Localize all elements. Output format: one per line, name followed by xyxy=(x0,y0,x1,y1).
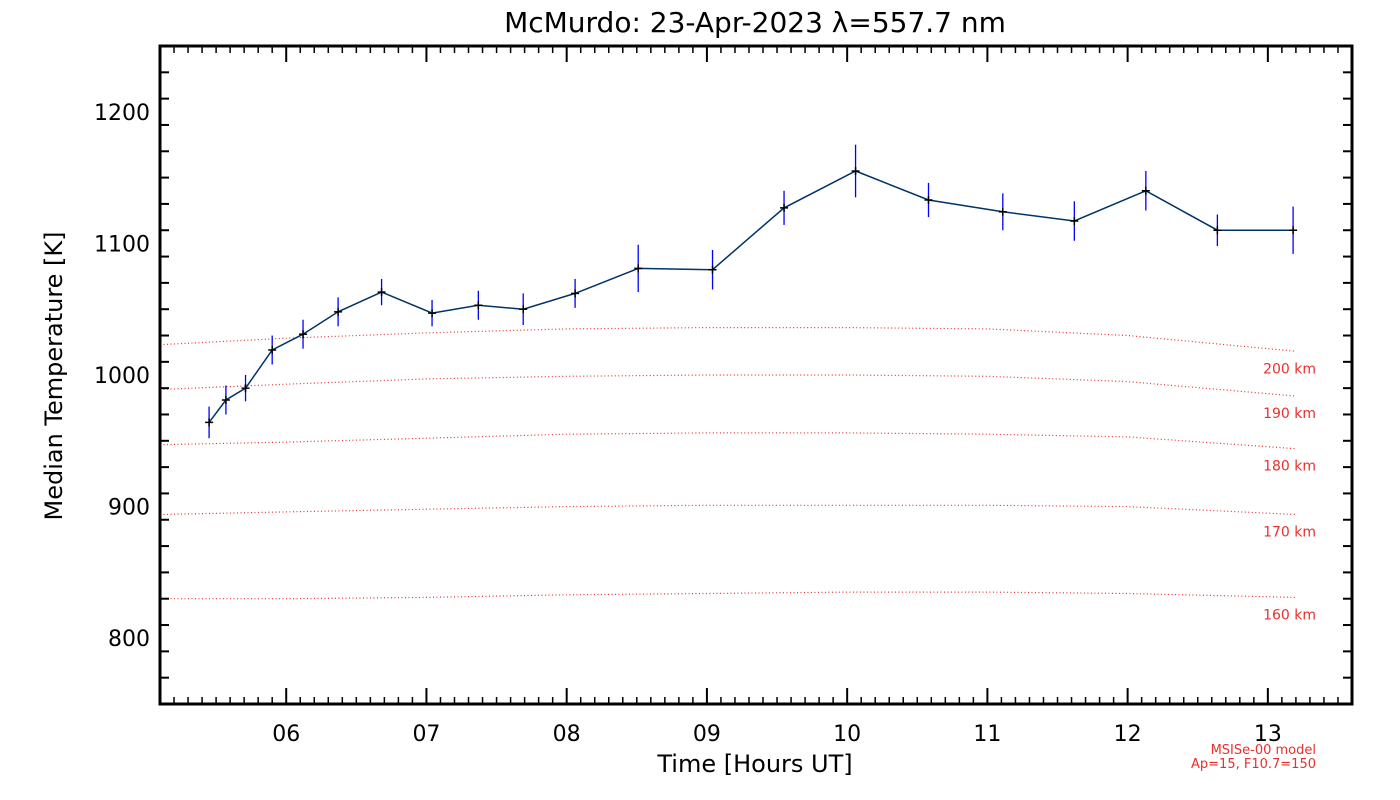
data-point xyxy=(1213,226,1222,235)
y-tick-label: 1200 xyxy=(94,101,150,126)
data-point xyxy=(428,309,437,318)
data-point xyxy=(299,330,308,339)
model-annotation-name: MSISe-00 model xyxy=(1211,743,1316,758)
model-curve-label: 160 km xyxy=(1263,607,1316,623)
model-curve xyxy=(159,432,1296,450)
y-tick-label: 1000 xyxy=(94,364,150,389)
model-curves: 200 km 190 km 180 km 170 km 160 km xyxy=(159,327,1316,623)
data-point xyxy=(519,305,528,314)
model-annotation-params: Ap=15, F10.7=150 xyxy=(1191,757,1316,772)
data-point xyxy=(474,301,483,310)
data-point xyxy=(268,345,277,354)
x-axis-label: Time [Hours UT] xyxy=(656,750,852,778)
model-curve-label: 190 km xyxy=(1263,406,1316,422)
x-tick-label: 06 xyxy=(272,722,300,747)
x-tick-label: 09 xyxy=(693,722,721,747)
data-point xyxy=(780,203,789,212)
model-curve-label: 170 km xyxy=(1263,525,1316,541)
plot-border xyxy=(158,44,1354,706)
data-point xyxy=(334,307,343,316)
x-tick-label: 07 xyxy=(412,722,440,747)
data-point xyxy=(205,418,214,427)
y-tick-label: 900 xyxy=(108,496,150,521)
model-curve xyxy=(159,504,1296,516)
y-tick-label: 1100 xyxy=(94,232,150,257)
x-tick-label: 08 xyxy=(553,722,581,747)
data-point xyxy=(1070,217,1079,226)
data-point xyxy=(571,289,580,298)
data-point xyxy=(241,384,250,393)
model-curve xyxy=(159,327,1296,352)
x-tick-label: 13 xyxy=(1254,722,1282,747)
series-line xyxy=(208,170,1294,423)
data-point xyxy=(634,264,643,273)
data-point xyxy=(924,195,933,204)
x-tick-label: 12 xyxy=(1114,722,1142,747)
model-curve xyxy=(159,374,1296,397)
y-axis-label: Median Temperature [K] xyxy=(40,231,68,520)
data-point xyxy=(377,288,386,297)
plot-frame xyxy=(158,44,1354,706)
x-tick-label: 11 xyxy=(973,722,1001,747)
x-tick-label: 10 xyxy=(833,722,861,747)
data-point xyxy=(851,167,860,176)
data-point xyxy=(1289,226,1298,235)
temperature-series xyxy=(205,144,1298,439)
data-point xyxy=(221,396,230,405)
model-curve-label: 180 km xyxy=(1263,459,1316,475)
y-tick-label: 800 xyxy=(108,627,150,652)
chart-title: McMurdo: 23-Apr-2023 λ=557.7 nm xyxy=(504,6,1006,39)
model-curve-label: 200 km xyxy=(1263,361,1316,377)
data-point xyxy=(1141,186,1150,195)
model-curve xyxy=(160,591,1296,600)
data-point xyxy=(708,265,717,274)
tick-labels: 06 07 08 09 10 11 12 13 800 900 1000 1100 1200 xyxy=(94,101,1282,747)
data-point xyxy=(998,207,1007,216)
